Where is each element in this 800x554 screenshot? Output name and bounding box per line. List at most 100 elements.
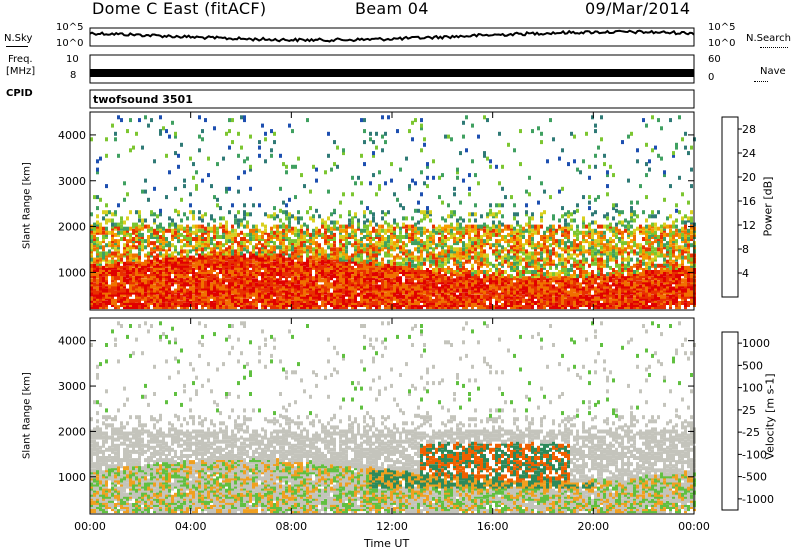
power-cell [168, 303, 171, 307]
power-cell [186, 243, 189, 248]
power-cell [132, 245, 135, 250]
power-cell [483, 292, 486, 297]
power-cell [477, 224, 480, 229]
power-cell [474, 270, 477, 274]
power-cell [324, 239, 327, 244]
power-cell [189, 301, 192, 305]
power-cell [321, 224, 324, 229]
power-cell [258, 292, 261, 297]
power-cell [216, 305, 219, 310]
power-cell [201, 214, 204, 219]
power-cell [213, 224, 216, 229]
power-cell [189, 282, 192, 287]
power-cell [330, 247, 333, 252]
power-cell [360, 237, 363, 241]
power-cell [108, 218, 111, 223]
power-cell [222, 268, 225, 272]
power-cell [288, 298, 291, 303]
power-cell [174, 298, 177, 303]
power-cell [303, 239, 306, 244]
power-cell [243, 259, 246, 264]
power-cell [477, 294, 480, 299]
power-cell [318, 292, 321, 297]
power-cell [153, 245, 156, 250]
power-cell [387, 284, 390, 289]
power-cell [510, 195, 513, 200]
power-cell [252, 232, 255, 237]
power-cell [306, 249, 309, 254]
power-cell [276, 292, 279, 297]
power-cell [291, 255, 294, 260]
power-cell [384, 292, 387, 297]
power-cell [243, 159, 246, 164]
power-cell [558, 253, 561, 258]
power-cell [240, 145, 243, 150]
power-cell [444, 278, 447, 283]
power-cell [186, 259, 189, 264]
power-cell [252, 298, 255, 303]
power-cell [249, 186, 252, 191]
power-cell [402, 241, 405, 246]
power-cell [468, 224, 471, 229]
power-cell [150, 247, 153, 252]
power-cell [282, 162, 285, 167]
power-cell [417, 282, 420, 287]
power-cell [405, 156, 408, 161]
power-cell [534, 251, 537, 256]
power-cell [450, 282, 453, 287]
power-cell [339, 253, 342, 258]
power-cell [372, 288, 375, 293]
power-cell [156, 259, 159, 264]
power-cell [105, 284, 108, 289]
power-cell [474, 237, 477, 241]
power-cell [423, 288, 426, 293]
power-cell [321, 278, 324, 283]
power-cell [117, 251, 120, 256]
power-cell [354, 284, 357, 289]
power-cell [336, 145, 339, 150]
power-cell [534, 255, 537, 260]
power-cell [321, 218, 324, 223]
power-cell [126, 249, 129, 254]
power-cell [342, 284, 345, 289]
power-cell [384, 131, 387, 136]
power-cell [429, 270, 432, 274]
power-cell [132, 243, 135, 248]
power-cell [210, 276, 213, 281]
power-cell [189, 228, 192, 233]
power-cell [411, 259, 414, 264]
power-cell [153, 235, 156, 239]
power-cell [90, 263, 93, 268]
power-cell [525, 228, 528, 233]
power-cell [270, 261, 273, 266]
power-cell [135, 265, 138, 270]
power-cell [366, 282, 369, 287]
power-cell [210, 305, 213, 310]
power-cell [132, 255, 135, 260]
power-cell [207, 292, 210, 297]
power-cell [333, 162, 336, 167]
power-cell [315, 268, 318, 272]
power-cell [561, 206, 564, 211]
power-cell [297, 249, 300, 254]
power-cell [525, 261, 528, 266]
power-cell [231, 245, 234, 250]
power-cell [249, 134, 252, 139]
power-cell [447, 278, 450, 283]
power-cell [366, 251, 369, 256]
power-cell [438, 298, 441, 303]
power-cell [276, 301, 279, 305]
power-cell [315, 298, 318, 303]
power-cell [144, 294, 147, 299]
power-cell [528, 216, 531, 221]
power-cell [189, 156, 192, 161]
power-cell [246, 261, 249, 266]
power-cell [180, 259, 183, 264]
power-cell [456, 237, 459, 241]
power-cell [99, 245, 102, 250]
power-cell [357, 272, 360, 277]
power-cell [111, 218, 114, 223]
power-cell [132, 282, 135, 287]
power-cell [249, 278, 252, 283]
power-cell [282, 288, 285, 293]
